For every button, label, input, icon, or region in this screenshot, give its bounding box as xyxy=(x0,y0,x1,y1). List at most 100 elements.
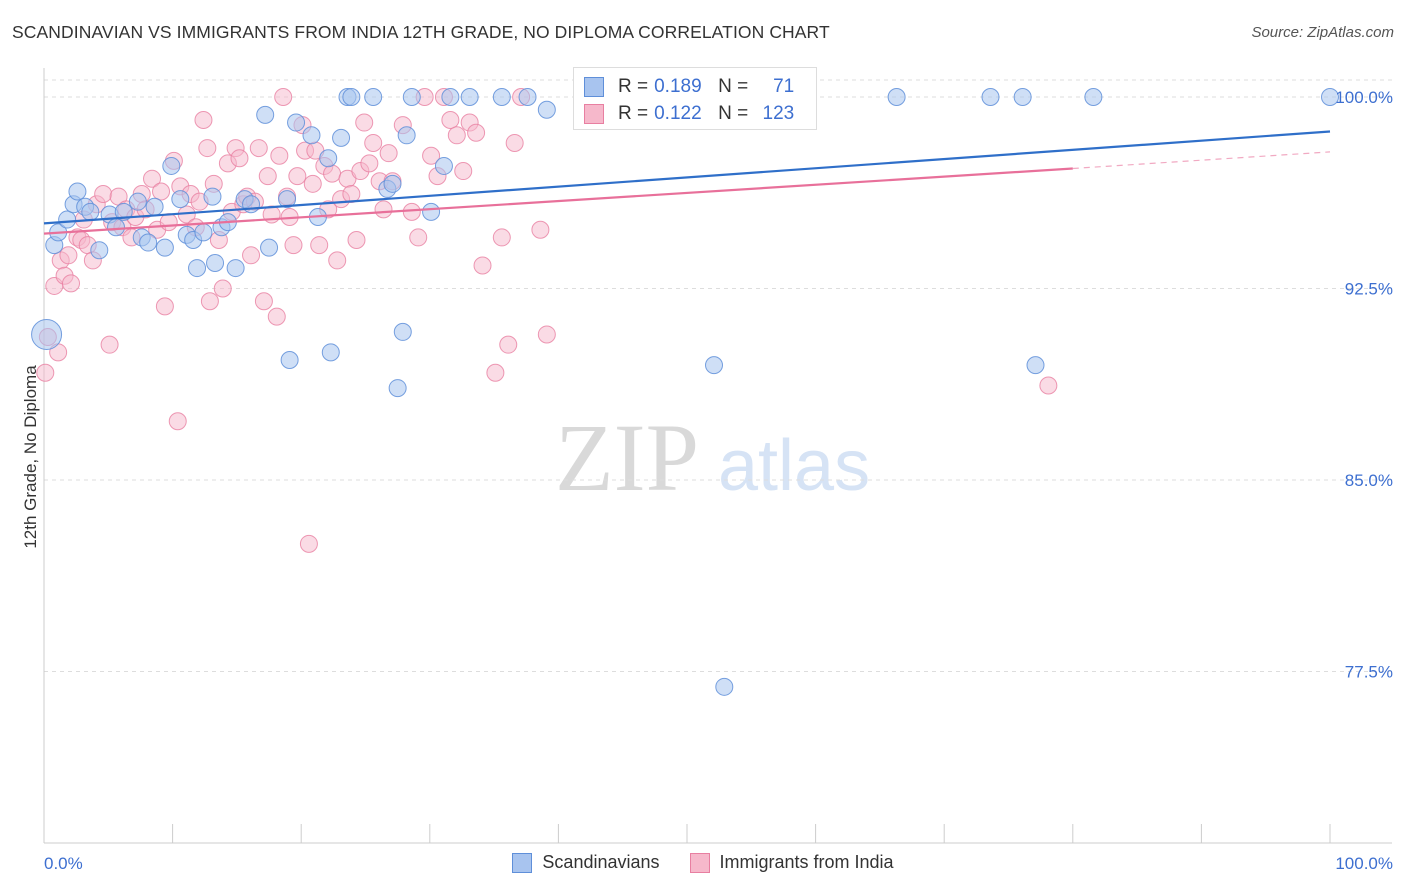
legend-item-india[interactable]: Immigrants from India xyxy=(689,852,894,873)
scandinavian-point xyxy=(90,241,109,260)
scandinavian-point xyxy=(58,210,77,229)
legend-label: Scandinavians xyxy=(542,852,660,872)
legend-label: Immigrants from India xyxy=(719,852,894,872)
scandinavian-point xyxy=(287,113,306,132)
india-point xyxy=(155,297,174,316)
india-point xyxy=(299,534,318,553)
scandinavian-point xyxy=(441,88,460,106)
stats-row-india: R = 0.122 N = 123 xyxy=(584,103,794,125)
india-point xyxy=(284,236,303,255)
source-label: Source: ZipAtlas.com xyxy=(1251,24,1394,41)
trend-lines xyxy=(43,130,1331,235)
india-point xyxy=(62,274,81,293)
scandinavian-point xyxy=(171,190,190,209)
india-point xyxy=(537,325,556,344)
india-point xyxy=(152,182,171,201)
scandinavian-point xyxy=(188,259,207,278)
scandinavian-point xyxy=(280,350,299,369)
scandinavian-points xyxy=(31,88,1339,696)
scandinavian-point xyxy=(278,190,297,209)
scandinavian-point xyxy=(114,202,133,221)
india-point xyxy=(1039,376,1058,395)
grid-lines xyxy=(44,79,1392,672)
india-point xyxy=(328,251,347,270)
tick-labels: 100.0% 92.5% 85.0% 77.5% 0.0% 100.0% xyxy=(44,88,1393,873)
india-point xyxy=(492,228,511,247)
stats-n-value: 123 xyxy=(762,103,795,124)
scandinavian-point xyxy=(537,100,556,119)
india-point xyxy=(447,126,466,145)
scandinavian-point xyxy=(1084,88,1103,106)
stats-n-label: N = xyxy=(718,76,749,97)
x-tick-label: 0.0% xyxy=(44,854,83,873)
scandinavian-point xyxy=(460,88,479,106)
india-point xyxy=(409,228,428,247)
stats-r-label: R = xyxy=(618,103,649,124)
india-point xyxy=(486,363,505,382)
scandinavian-point xyxy=(981,88,1000,106)
scandinavian-point xyxy=(256,105,275,124)
india-points xyxy=(36,88,1058,553)
watermark-zip: ZIP xyxy=(555,404,699,511)
scandinavian-trend-line xyxy=(43,130,1331,225)
india-point xyxy=(230,149,249,168)
india-point xyxy=(200,292,219,311)
india-point xyxy=(323,164,342,183)
india-point xyxy=(100,335,119,354)
india-point xyxy=(254,292,273,311)
india-point xyxy=(355,113,374,132)
legend-swatch-blue xyxy=(512,852,533,873)
india-point xyxy=(242,246,261,265)
india-point xyxy=(310,236,329,255)
stats-n-value: 71 xyxy=(773,76,795,97)
india-point xyxy=(454,162,473,181)
india-point xyxy=(288,167,307,186)
x-tick-label: 100.0% xyxy=(1335,854,1393,873)
india-point xyxy=(467,123,486,142)
india-point xyxy=(36,363,55,382)
scandinavian-point xyxy=(107,218,126,237)
india-point xyxy=(194,110,213,129)
scandinavian-point xyxy=(155,238,174,257)
scandinavian-point xyxy=(302,126,321,145)
stats-n-label: N = xyxy=(718,103,749,124)
india-point xyxy=(303,174,322,193)
scandinavian-point xyxy=(81,202,100,221)
india-point xyxy=(531,220,550,239)
stats-r-label: R = xyxy=(618,76,649,97)
india-point xyxy=(249,139,268,158)
watermark-atlas: atlas xyxy=(718,426,870,506)
stats-row-scandinavians: R = 0.189 N = 71 xyxy=(584,76,794,98)
legend-item-scandinavians[interactable]: Scandinavians xyxy=(512,852,660,873)
scandinavian-point xyxy=(422,202,441,221)
scandinavian-point xyxy=(402,88,421,106)
scandinavian-point xyxy=(31,318,63,350)
scandinavian-point xyxy=(393,322,412,341)
scandinavian-point xyxy=(145,197,164,216)
india-point xyxy=(267,307,286,326)
scandinavian-point xyxy=(226,259,245,278)
scandinavian-point xyxy=(342,88,361,106)
y-tick-label: 100.0% xyxy=(1335,88,1393,107)
scandinavian-point xyxy=(319,149,338,168)
india-point xyxy=(143,169,162,188)
scandinavian-point xyxy=(260,238,279,257)
india-point xyxy=(347,230,366,249)
scandinavian-point xyxy=(715,677,734,696)
scandinavian-point xyxy=(321,343,340,362)
y-axis-label: 12th Grade, No Diploma xyxy=(21,365,40,549)
scandinavian-point xyxy=(397,126,416,145)
india-trend-extension xyxy=(1072,151,1331,170)
scandinavian-point xyxy=(492,88,511,106)
y-tick-label: 77.5% xyxy=(1345,663,1393,682)
scandinavian-point xyxy=(68,182,87,201)
india-point xyxy=(374,200,393,219)
india-point xyxy=(213,279,232,298)
scandinavian-point xyxy=(332,128,351,147)
scandinavian-point xyxy=(705,356,724,375)
scandinavian-point xyxy=(1026,356,1045,375)
scandinavian-point xyxy=(518,88,537,106)
scandinavian-point xyxy=(128,192,147,211)
chart-title: SCANDINAVIAN VS IMMIGRANTS FROM INDIA 12… xyxy=(12,22,830,42)
